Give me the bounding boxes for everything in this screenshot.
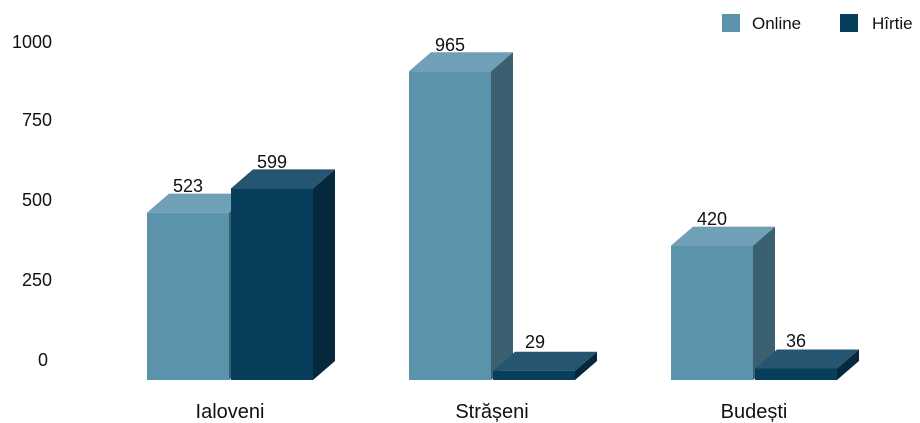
data-label-hirtie-ialoveni: 599 — [257, 152, 287, 172]
y-axis: 1000 750 500 250 0 — [12, 32, 52, 370]
data-label-online-ialoveni: 523 — [173, 176, 203, 196]
legend-swatch-hirtie — [840, 14, 858, 32]
value-labels: 523 599 965 29 420 36 — [173, 35, 806, 352]
bar-online-straseni — [409, 52, 513, 380]
legend-swatch-online — [722, 14, 740, 32]
x-category-label: Strășeni — [455, 401, 528, 423]
bar-hirtie-ialoveni — [231, 169, 335, 380]
x-category-label: Budești — [721, 401, 788, 423]
x-category-label: Ialoveni — [196, 401, 265, 423]
data-label-online-budesti: 420 — [697, 209, 727, 229]
data-label-online-straseni: 965 — [435, 35, 465, 55]
legend: Online Hîrtie — [722, 14, 913, 33]
y-tick-label: 1000 — [12, 32, 52, 52]
bar-hirtie-straseni — [493, 351, 597, 380]
legend-label-hirtie: Hîrtie — [872, 14, 913, 33]
bars-layer — [147, 52, 859, 380]
data-label-hirtie-straseni: 29 — [525, 332, 545, 352]
bar-online-budesti — [671, 226, 775, 380]
x-axis: Ialoveni Strășeni Budești — [196, 401, 788, 423]
y-tick-label: 250 — [22, 270, 52, 290]
y-tick-label: 500 — [22, 190, 52, 210]
y-tick-label: 0 — [38, 350, 48, 370]
bar-hirtie-budesti — [755, 349, 859, 380]
y-tick-label: 750 — [22, 110, 52, 130]
legend-label-online: Online — [752, 14, 801, 33]
data-label-hirtie-budesti: 36 — [786, 331, 806, 351]
